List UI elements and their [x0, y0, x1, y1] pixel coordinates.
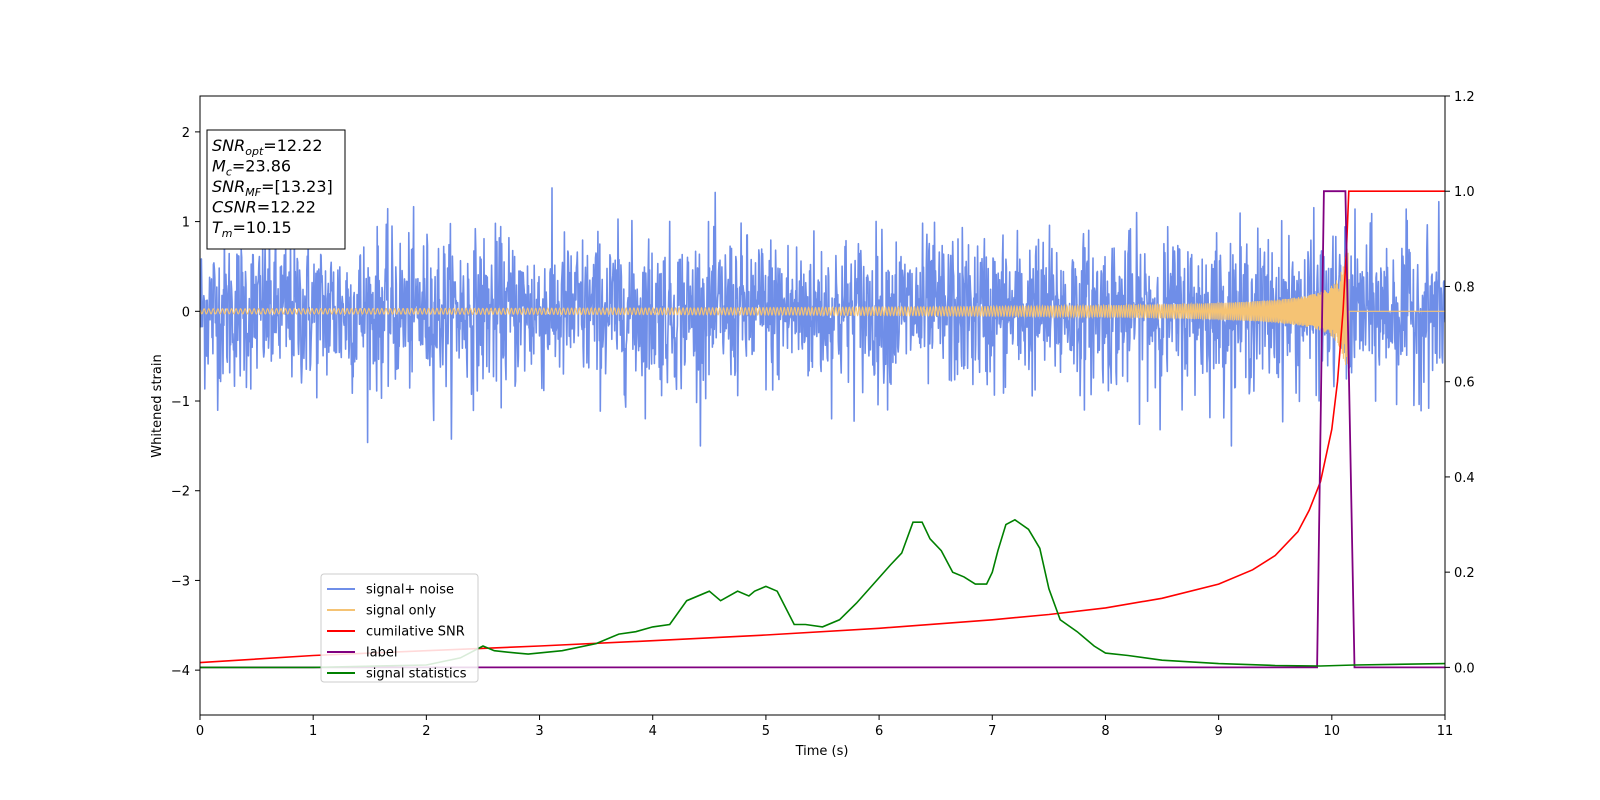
- y2-tick-label: 0.2: [1454, 566, 1475, 581]
- x-axis: 0 1 2 3 4 5 6 7 8 9 10 11: [196, 715, 1453, 739]
- legend-entry: label: [366, 646, 397, 661]
- legend-entry: signal only: [366, 604, 436, 619]
- x-tick-label: 6: [875, 724, 883, 739]
- x-axis-label: Time (s): [795, 744, 849, 759]
- x-tick-label: 10: [1324, 724, 1341, 739]
- y-tick-label: 0: [182, 305, 190, 320]
- series-cumulative-snr-line: [200, 190, 1445, 664]
- x-tick-label: 0: [196, 724, 204, 739]
- series-layer: [200, 187, 1445, 669]
- legend-entry: signal statistics: [366, 667, 467, 682]
- annotation-line: Mc=23.86: [212, 157, 291, 179]
- annotation-line: Tm=10.15: [212, 218, 292, 240]
- plot-frame: [199, 95, 1446, 716]
- y-tick-label: 1: [182, 216, 190, 231]
- x-tick-label: 8: [1101, 724, 1109, 739]
- y-axis-label: Whitened strain: [150, 354, 165, 457]
- x-tick-label: 4: [649, 724, 657, 739]
- series-label-line: [200, 190, 1445, 669]
- x-tick-label: 7: [988, 724, 996, 739]
- y2-tick-label: 1.2: [1454, 90, 1475, 105]
- series-signal-only-line: [200, 248, 1445, 366]
- y-axis-left: −4 −3 −2 −1 0 1 2: [171, 126, 200, 679]
- x-tick-label: 11: [1437, 724, 1454, 739]
- legend-entry: signal+ noise: [366, 583, 454, 598]
- y-axis-right: 0.0 0.2 0.4 0.6 0.8 1.0 1.2: [1445, 90, 1475, 676]
- legend-entry: cumilative SNR: [366, 625, 465, 640]
- x-tick-label: 9: [1214, 724, 1222, 739]
- y2-tick-label: 0.6: [1454, 376, 1475, 391]
- x-tick-label: 1: [309, 724, 317, 739]
- y2-tick-label: 0.4: [1454, 471, 1475, 486]
- y2-tick-label: 0.8: [1454, 280, 1475, 295]
- series-signal-statistics-line: [200, 518, 1445, 669]
- y-tick-label: −1: [171, 395, 190, 410]
- series-signal-noise-line: [200, 187, 1445, 447]
- y-tick-label: −4: [171, 664, 190, 679]
- legend: signal+ noise signal only cumilative SNR la…: [320, 573, 479, 683]
- annotation-line: CSNR=12.22: [212, 198, 316, 217]
- annotation-line: SNRMF=[13.23]: [212, 177, 333, 199]
- parameter-annotation-box: SNRopt=12.22Mc=23.86SNRMF=[13.23]CSNR=12…: [206, 129, 346, 250]
- y-tick-label: −3: [171, 574, 190, 589]
- x-tick-label: 3: [535, 724, 543, 739]
- annotation-line: SNRopt=12.22: [212, 136, 323, 158]
- x-tick-label: 2: [422, 724, 430, 739]
- y2-tick-label: 1.0: [1454, 185, 1475, 200]
- y-tick-label: −2: [171, 485, 190, 500]
- x-tick-label: 5: [762, 724, 770, 739]
- y-tick-label: 2: [182, 126, 190, 141]
- y2-tick-label: 0.0: [1454, 661, 1475, 676]
